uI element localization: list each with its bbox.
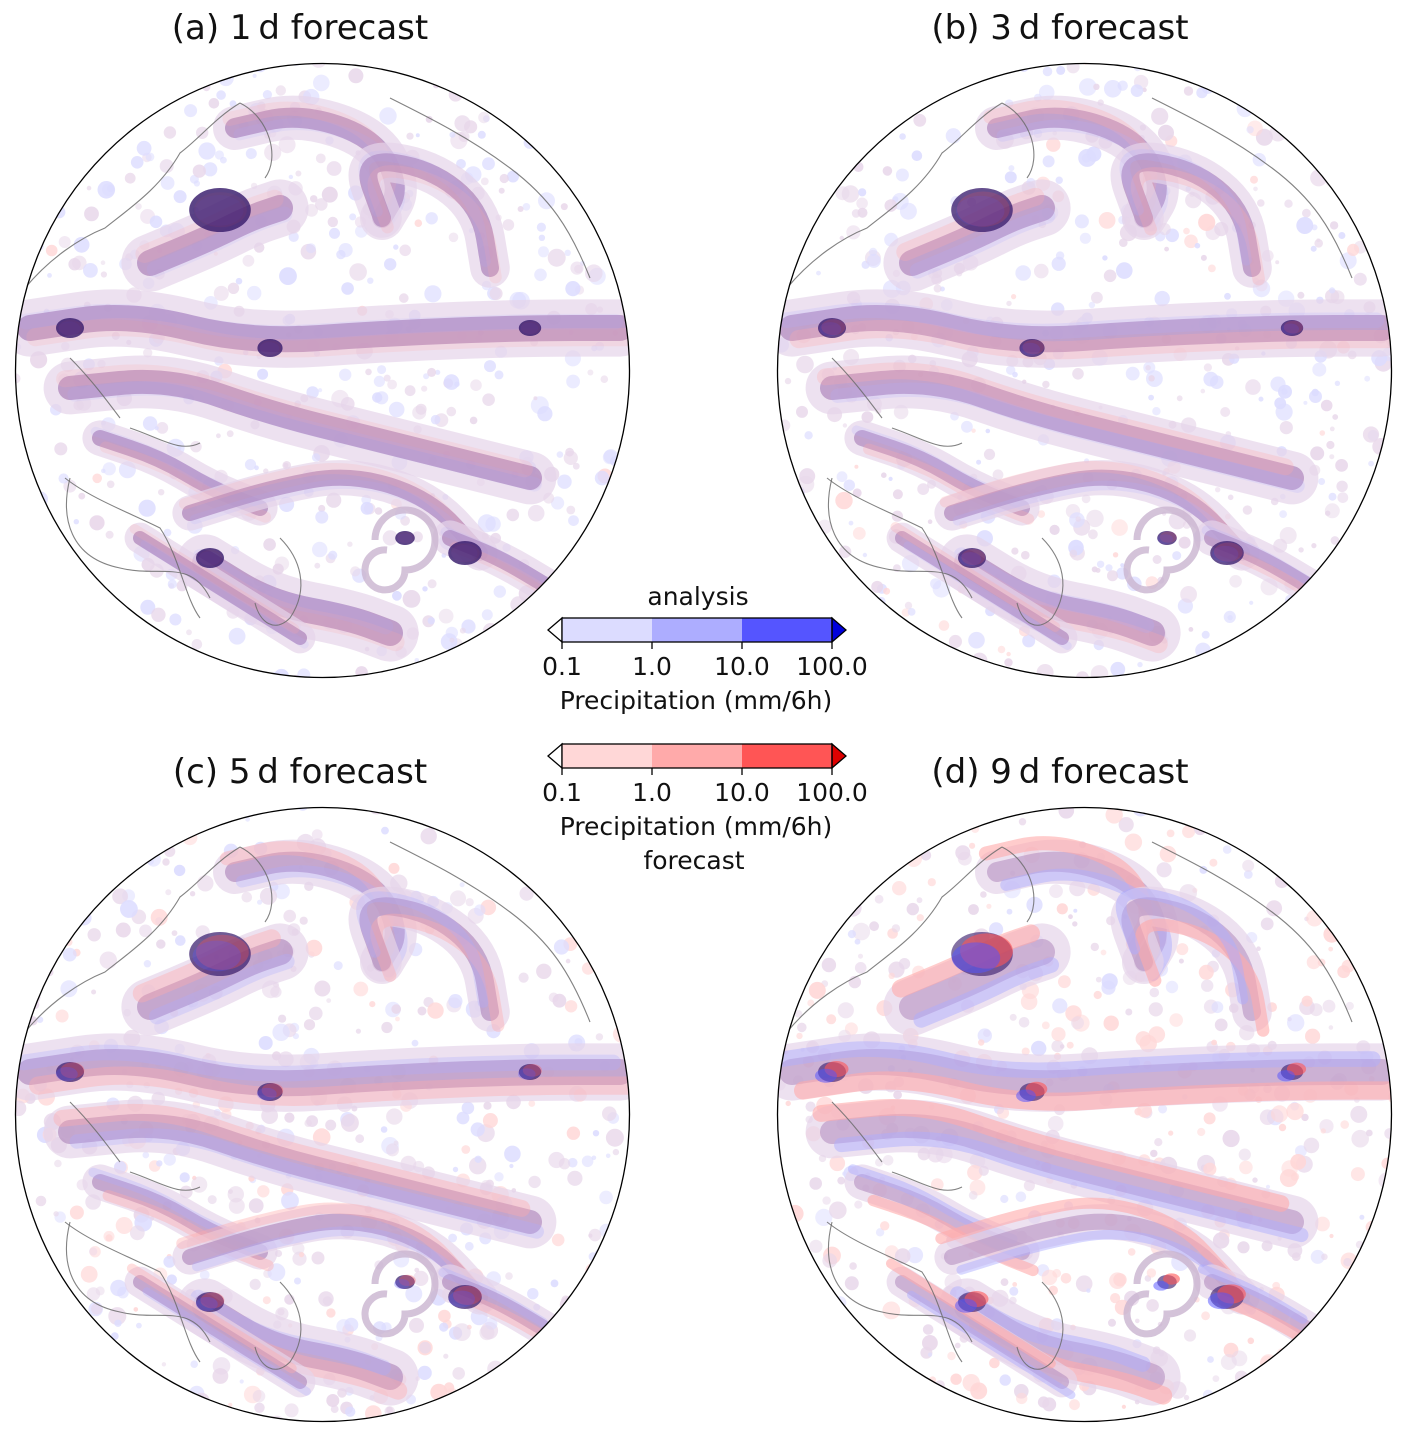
analysis-colorbar-swatch-1 — [562, 618, 652, 642]
forecast-colorbar-extend-low — [547, 742, 563, 770]
analysis-colorbar-swatch-3 — [742, 618, 832, 642]
forecast-tick-3: 100.0 — [796, 778, 868, 807]
forecast-tick-0: 0.1 — [542, 778, 582, 807]
forecast-colorbar-swatch-1 — [562, 744, 652, 768]
analysis-tick-2: 10.0 — [714, 652, 770, 681]
panel-title-c: (c) 5 d forecast — [172, 752, 428, 792]
analysis-colorbar — [547, 616, 847, 649]
forecast-colorbar-label: Precipitation (mm/6h) — [559, 812, 833, 841]
analysis-tick-0: 0.1 — [542, 652, 582, 681]
analysis-tick-3: 100.0 — [796, 652, 868, 681]
globe-map-b — [776, 62, 1393, 679]
forecast-colorbar-swatch-3 — [742, 744, 832, 768]
globe-map-c — [14, 806, 631, 1423]
analysis-tick-1: 1.0 — [632, 652, 672, 681]
forecast-colorbar-swatch-2 — [652, 744, 742, 768]
panel-title-d: (d) 9 d forecast — [931, 752, 1189, 792]
globe-map-d — [776, 806, 1393, 1423]
forecast-tick-1: 1.0 — [632, 778, 672, 807]
panel-title-b: (b) 3 d forecast — [931, 8, 1189, 48]
analysis-colorbar-extend-high — [831, 616, 847, 644]
forecast-colorbar — [547, 742, 847, 775]
forecast-colorbar-extend-high — [831, 742, 847, 770]
analysis-colorbar-title: analysis — [647, 582, 749, 611]
analysis-colorbar-extend-low — [547, 616, 563, 644]
analysis-colorbar-swatch-2 — [652, 618, 742, 642]
forecast-colorbar-title: forecast — [643, 846, 745, 875]
globe-map-a — [14, 62, 631, 679]
forecast-tick-2: 10.0 — [714, 778, 770, 807]
panel-title-a: (a) 1 d forecast — [171, 8, 429, 48]
analysis-colorbar-label: Precipitation (mm/6h) — [559, 686, 833, 715]
